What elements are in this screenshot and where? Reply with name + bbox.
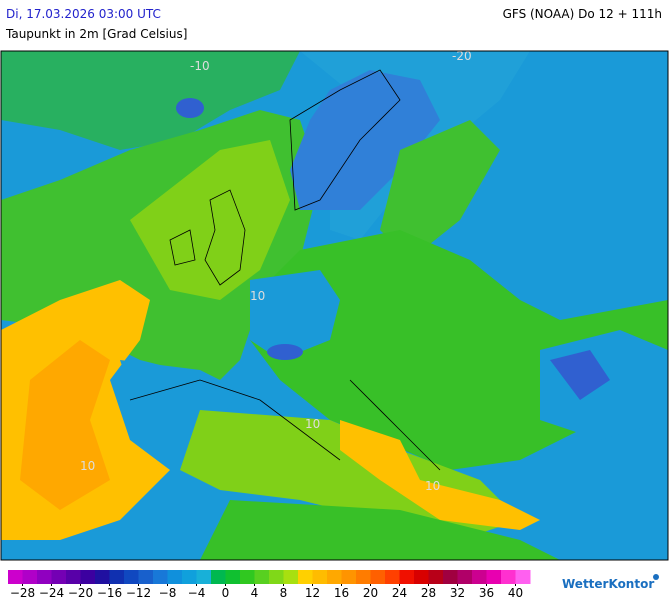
- date-label: Di, 17.03.2026 03:00 UTC: [6, 7, 161, 21]
- color-swatch: [486, 570, 502, 584]
- color-swatch: [428, 570, 444, 584]
- color-swatch: [196, 570, 212, 584]
- tick-label: −24: [39, 586, 64, 600]
- color-swatch: [22, 570, 38, 584]
- tick-label: −20: [68, 586, 93, 600]
- color-swatch: [124, 570, 139, 584]
- tick-label: −28: [10, 586, 35, 600]
- color-swatch: [472, 570, 487, 584]
- color-swatch: [312, 570, 328, 584]
- tick-label: −12: [126, 586, 151, 600]
- map: -20 -10 10 10 10 10: [0, 49, 669, 561]
- color-swatch: [414, 570, 429, 584]
- contour-label: 10: [305, 417, 320, 431]
- tick-label: 0: [222, 586, 230, 600]
- color-swatch: [66, 570, 81, 584]
- color-swatch: [385, 570, 400, 584]
- contour-label: -20: [452, 49, 472, 63]
- color-swatch: [182, 570, 197, 584]
- color-swatch: [341, 570, 357, 584]
- tick-label: −8: [159, 586, 177, 600]
- tick-label: 20: [363, 586, 378, 600]
- color-swatch: [80, 570, 96, 584]
- color-swatch: [37, 570, 52, 584]
- color-swatch: [269, 570, 284, 584]
- tick-label: 8: [280, 586, 288, 600]
- color-swatch: [225, 570, 241, 584]
- logo: WetterKontor: [562, 577, 654, 591]
- model-label: GFS (NOAA) Do 12 + 111h: [503, 7, 662, 21]
- tick-label: −16: [97, 586, 122, 600]
- color-swatch: [298, 570, 313, 584]
- contour-label: 10: [80, 459, 95, 473]
- contour-label: 10: [250, 289, 265, 303]
- colorbar: −28 −24 −20 −16 −12 −8 −4 0 4 8 12 16 20 24 28 32 36 40: [8, 570, 531, 600]
- contour-label: 10: [425, 479, 440, 493]
- tick-label: 4: [251, 586, 259, 600]
- color-swatch: [95, 570, 110, 584]
- color-swatch: [356, 570, 371, 584]
- tick-label: 36: [479, 586, 494, 600]
- tick-label: −4: [188, 586, 206, 600]
- color-swatch: [283, 570, 299, 584]
- tick-label: 12: [305, 586, 320, 600]
- color-swatch: [109, 570, 125, 584]
- color-swatch: [51, 570, 67, 584]
- contour-label: -10: [190, 59, 210, 73]
- color-swatch: [443, 570, 458, 584]
- color-swatch: [501, 570, 516, 584]
- color-swatch: [167, 570, 183, 584]
- color-swatch: [240, 570, 255, 584]
- tick-label: 32: [450, 586, 465, 600]
- tick-label: 24: [392, 586, 407, 600]
- tick-label: 28: [421, 586, 436, 600]
- color-swatch: [327, 570, 342, 584]
- color-swatch: [138, 570, 154, 584]
- color-swatch: [515, 570, 531, 584]
- color-swatch: [370, 570, 386, 584]
- color-swatch: [254, 570, 270, 584]
- color-swatch: [457, 570, 473, 584]
- parameter-label: Taupunkt in 2m [Grad Celsius]: [5, 27, 187, 41]
- color-swatch: [399, 570, 415, 584]
- tick-label: 16: [334, 586, 349, 600]
- color-swatch: [211, 570, 226, 584]
- logo-icon: [653, 574, 659, 580]
- color-swatch: [153, 570, 168, 584]
- color-swatch: [8, 570, 23, 584]
- tick-label: 40: [508, 586, 523, 600]
